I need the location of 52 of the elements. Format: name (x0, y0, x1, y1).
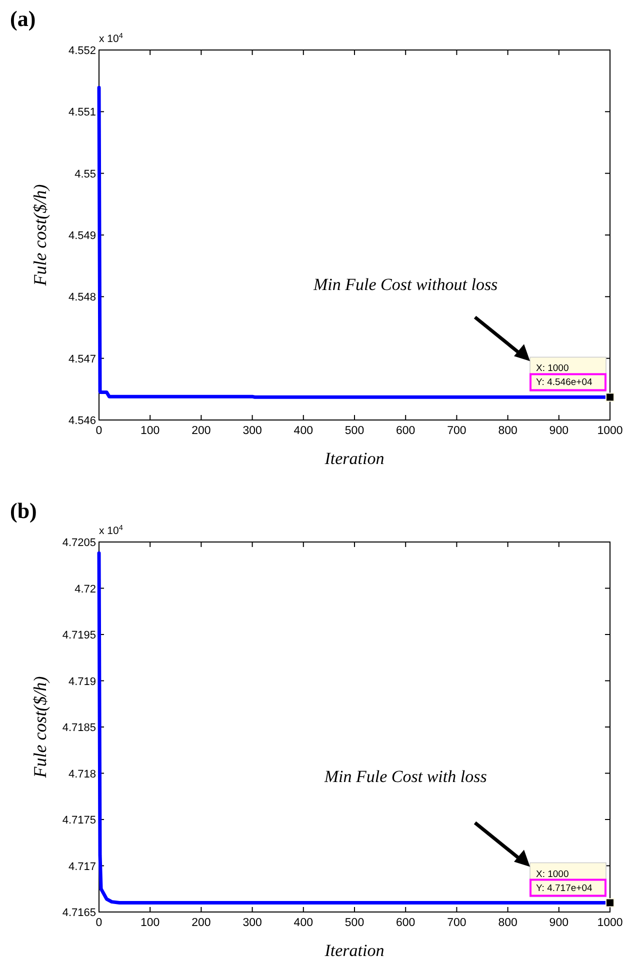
x-tick-label: 0 (96, 917, 102, 929)
y-tick-label: 4.717 (68, 860, 96, 873)
x-tick-label: 400 (294, 425, 313, 437)
x-tick-label: 200 (192, 917, 211, 929)
x-tick-label: 600 (396, 917, 416, 929)
y-tick-label: 4.549 (68, 230, 96, 242)
x-tick-label: 1000 (597, 425, 623, 437)
y-tick-label: 4.546 (68, 415, 96, 427)
x-tick-label: 700 (447, 425, 466, 437)
y-tick-label: 4.718 (68, 768, 96, 780)
x-tick-label: 800 (498, 917, 518, 929)
chart-title: (b) (10, 498, 37, 523)
x-tick-label: 200 (192, 425, 211, 437)
x-tick-label: 1000 (597, 917, 623, 929)
y-tick-label: 4.552 (68, 45, 96, 57)
x-tick-label: 0 (96, 425, 102, 437)
text: x 10$^{4}$ (99, 522, 123, 537)
annotation: X: 1000 (536, 868, 569, 880)
y-tick-label: 4.7165 (62, 907, 96, 919)
y-tick-label: 4.55 (74, 168, 96, 180)
y-tick-label: 4.551 (68, 106, 96, 119)
x-tick-label: 100 (140, 917, 160, 929)
x-tick-label: 300 (242, 425, 262, 437)
annotation: Y: 4.717e+04 (536, 882, 592, 894)
y-tick-label: 4.548 (68, 292, 96, 304)
y-tick-label: 4.7205 (62, 537, 96, 549)
y-axis-title: Fule cost($/h) (30, 184, 50, 287)
x-axis-title: Iteration (324, 941, 384, 960)
y-tick-label: 4.7185 (62, 722, 96, 734)
y-tick-label: 4.547 (68, 353, 96, 366)
x-tick-label: 900 (549, 917, 568, 929)
text: x 10$^{4}$ (99, 30, 123, 45)
annotation: Min Fule Cost without loss (312, 275, 498, 294)
x-tick-label: 100 (140, 425, 160, 437)
y-tick-label: 4.72 (74, 583, 96, 596)
annotation: Y: 4.546e+04 (536, 377, 592, 388)
x-tick-label: 500 (344, 917, 364, 929)
annotation: Min Fule Cost with loss (323, 767, 488, 786)
x-tick-label: 400 (294, 917, 313, 929)
x-axis-title: Iteration (324, 449, 384, 468)
x-tick-label: 600 (396, 425, 416, 437)
x-tick-label: 800 (498, 425, 518, 437)
y-tick-label: 4.7195 (62, 630, 96, 642)
x-tick-label: 500 (344, 425, 364, 437)
annotation: X: 1000 (536, 363, 569, 374)
chart-title: (a) (10, 6, 36, 31)
y-axis-title: Fule cost($/h) (30, 676, 50, 779)
y-tick-label: 4.7175 (62, 814, 96, 826)
x-tick-label: 700 (447, 917, 466, 929)
x-tick-label: 900 (549, 425, 568, 437)
x-tick-label: 300 (242, 917, 262, 929)
y-tick-label: 4.719 (68, 676, 96, 688)
